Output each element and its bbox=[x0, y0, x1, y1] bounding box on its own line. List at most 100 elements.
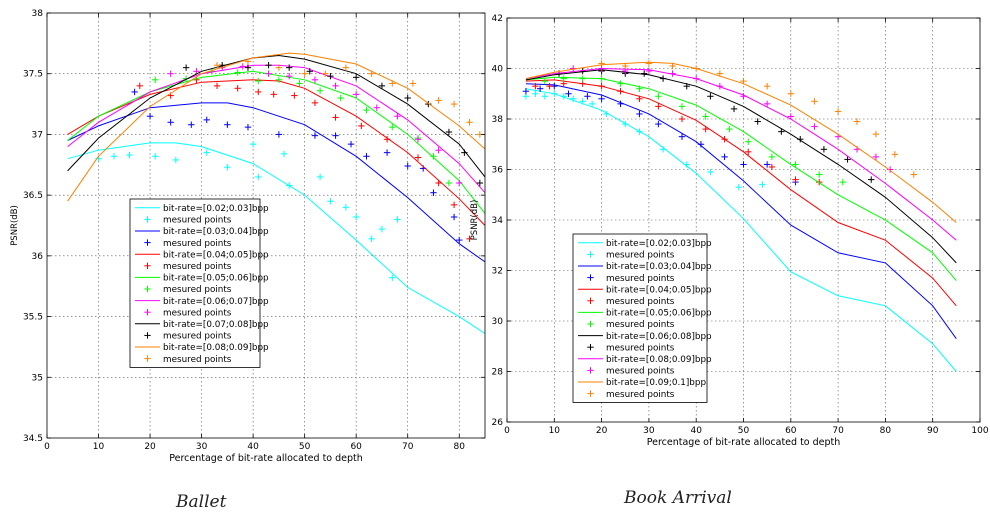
data-point-bit-rate-0-02-0-03-bpp bbox=[280, 150, 288, 158]
data-point-bit-rate-0-05-0-06-bpp bbox=[389, 123, 396, 131]
x-tick-label: 60 bbox=[785, 426, 797, 436]
data-point-bit-rate-0-09-0-1-bpp bbox=[645, 60, 653, 67]
caption-ballet: Ballet bbox=[176, 492, 227, 512]
data-point-bit-rate-0-02-0-03-bpp bbox=[342, 204, 350, 211]
data-point-bit-rate-0-08-0-09-bpp bbox=[811, 123, 818, 130]
x-tick-label: 70 bbox=[402, 442, 414, 452]
data-point-bit-rate-0-09-0-1-bpp bbox=[598, 60, 605, 67]
caption-book-arrival: Book Arrival bbox=[624, 488, 732, 508]
y-tick-label: 36 bbox=[32, 252, 44, 262]
data-point-bit-rate-0-05-0-06-bpp bbox=[579, 75, 586, 82]
data-point-bit-rate-0-02-0-03-bpp bbox=[394, 216, 401, 223]
y-tick-label: 35.5 bbox=[23, 313, 43, 323]
data-point-bit-rate-0-06-0-08-bpp bbox=[683, 82, 690, 90]
data-point-bit-rate-0-04-0-05-bpp bbox=[466, 235, 473, 243]
data-point-bit-rate-0-03-0-04-bpp bbox=[721, 153, 728, 161]
data-point-bit-rate-0-05-0-06-bpp bbox=[255, 77, 262, 85]
data-point-bit-rate-0-02-0-03-bpp bbox=[110, 153, 118, 160]
data-point-bit-rate-0-08-0-09-bpp bbox=[740, 93, 747, 100]
data-point-bit-rate-0-02-0-03-bpp bbox=[735, 183, 742, 191]
data-point-bit-rate-0-02-0-03-bpp bbox=[316, 173, 324, 181]
data-point-bit-rate-0-05-0-06-bpp bbox=[839, 178, 847, 186]
data-point-bit-rate-0-06-0-07-bpp bbox=[332, 82, 339, 90]
data-point-bit-rate-0-06-0-07-bpp bbox=[414, 136, 422, 143]
data-point-bit-rate-0-03-0-04-bpp bbox=[740, 161, 747, 168]
legend-label-measured-points: mesured points bbox=[163, 239, 232, 249]
data-point-bit-rate-0-08-0-09-bpp bbox=[466, 119, 473, 126]
data-point-bit-rate-0-03-0-04-bpp bbox=[383, 149, 391, 156]
legend-label-bit-rate-0-05-0-06-bpp: bit-rate=[0.05;0.06]bpp bbox=[606, 309, 712, 319]
data-point-bit-rate-0-02-0-03-bpp bbox=[203, 149, 210, 156]
legend-box bbox=[572, 233, 708, 403]
data-point-bit-rate-0-07-0-08-bpp bbox=[285, 64, 293, 71]
data-point-bit-rate-0-03-0-04-bpp bbox=[522, 88, 530, 95]
data-point-bit-rate-0-05-0-06-bpp bbox=[726, 125, 733, 133]
data-point-bit-rate-0-02-0-03-bpp bbox=[126, 151, 133, 159]
data-point-bit-rate-0-04-0-05-bpp bbox=[136, 82, 143, 90]
data-point-bit-rate-0-07-0-08-bpp bbox=[352, 74, 360, 81]
data-point-bit-rate-0-04-0-05-bpp bbox=[678, 115, 686, 123]
chart-book-arrival: 0 10 20 30 40 50 60 70 80 90 100 26 28 30 32 34 36 38 40 42… bbox=[470, 14, 989, 448]
data-point-bit-rate-0-02-0-03-bpp bbox=[579, 98, 586, 105]
x-tick-label: 20 bbox=[596, 426, 608, 436]
x-tick-label: 0 bbox=[504, 426, 510, 436]
data-point-bit-rate-0-06-0-07-bpp bbox=[167, 70, 174, 77]
data-point-bit-rate-0-05-0-06-bpp bbox=[445, 179, 453, 187]
data-point-bit-rate-0-06-0-07-bpp bbox=[311, 76, 319, 83]
data-point-bit-rate-0-05-0-06-bpp bbox=[792, 161, 799, 168]
legend-label-measured-points: mesured points bbox=[606, 390, 675, 400]
data-point-bit-rate-0-03-0-04-bpp bbox=[636, 110, 643, 118]
legend-label-bit-rate-0-09-0-1-bpp: bit-rate=[0.09;0.1]bpp bbox=[606, 378, 706, 388]
y-tick-label: 42 bbox=[492, 14, 503, 24]
data-point-bit-rate-0-02-0-03-bpp bbox=[255, 173, 262, 181]
data-point-bit-rate-0-09-0-1-bpp bbox=[910, 171, 917, 178]
data-layer bbox=[522, 60, 957, 372]
data-point-bit-rate-0-08-0-09-bpp bbox=[244, 58, 252, 65]
legend-label-bit-rate-0-03-0-04-bpp: bit-rate=[0.03;0.04]bpp bbox=[606, 262, 712, 272]
data-point-bit-rate-0-04-0-05-bpp bbox=[311, 99, 319, 107]
data-point-bit-rate-0-05-0-06-bpp bbox=[234, 69, 241, 76]
data-point-bit-rate-0-02-0-03-bpp bbox=[224, 164, 231, 171]
data-point-bit-rate-0-03-0-04-bpp bbox=[697, 141, 705, 148]
data-point-bit-rate-0-03-0-04-bpp bbox=[404, 162, 411, 170]
x-tick-label: 50 bbox=[299, 442, 311, 452]
y-tick-label: 40 bbox=[492, 65, 504, 75]
data-point-bit-rate-0-09-0-1-bpp bbox=[763, 82, 771, 90]
data-point-bit-rate-0-03-0-04-bpp bbox=[456, 236, 463, 244]
y-tick-label: 30 bbox=[492, 317, 504, 327]
data-point-bit-rate-0-05-0-06-bpp bbox=[768, 153, 776, 161]
data-point-bit-rate-0-06-0-08-bpp bbox=[844, 156, 851, 163]
data-point-bit-rate-0-08-0-09-bpp bbox=[450, 100, 458, 108]
data-point-bit-rate-0-02-0-03-bpp bbox=[707, 168, 714, 176]
data-point-bit-rate-0-04-0-05-bpp bbox=[598, 82, 605, 90]
data-point-bit-rate-0-02-0-03-bpp bbox=[389, 274, 396, 281]
data-point-bit-rate-0-04-0-05-bpp bbox=[636, 95, 643, 102]
legend-label-bit-rate-0-08-0-09-bpp: bit-rate=[0.08;0.09]bpp bbox=[606, 355, 712, 365]
data-point-bit-rate-0-06-0-07-bpp bbox=[435, 147, 442, 154]
data-point-bit-rate-0-06-0-08-bpp bbox=[640, 70, 648, 77]
data-point-bit-rate-0-09-0-1-bpp bbox=[853, 118, 861, 125]
data-point-bit-rate-0-07-0-08-bpp bbox=[404, 94, 411, 102]
data-point-bit-rate-0-06-0-08-bpp bbox=[778, 128, 785, 135]
data-point-bit-rate-0-06-0-07-bpp bbox=[394, 113, 401, 120]
data-point-bit-rate-0-02-0-03-bpp bbox=[622, 120, 629, 128]
series-line-bit-rate-0-07-0-08-bpp bbox=[67, 54, 485, 178]
data-point-bit-rate-0-05-0-06-bpp bbox=[598, 75, 605, 82]
data-point-bit-rate-0-07-0-08-bpp bbox=[461, 149, 468, 156]
data-point-bit-rate-0-07-0-08-bpp bbox=[244, 64, 252, 71]
data-point-bit-rate-0-04-0-05-bpp bbox=[213, 82, 221, 90]
plot-area bbox=[47, 13, 485, 438]
data-point-bit-rate-0-05-0-06-bpp bbox=[363, 106, 370, 114]
y-axis-label: PSNR(dB) bbox=[10, 205, 20, 246]
data-point-bit-rate-0-03-0-04-bpp bbox=[167, 119, 174, 126]
data-point-bit-rate-0-07-0-08-bpp bbox=[378, 82, 386, 90]
data-point-bit-rate-0-03-0-04-bpp bbox=[536, 85, 544, 92]
x-tick-label: 30 bbox=[196, 442, 208, 452]
x-tick-label: 100 bbox=[971, 426, 988, 436]
data-point-bit-rate-0-05-0-06-bpp bbox=[296, 80, 303, 87]
data-point-bit-rate-0-03-0-04-bpp bbox=[655, 120, 662, 128]
data-point-bit-rate-0-04-0-05-bpp bbox=[332, 114, 339, 121]
data-point-bit-rate-0-08-0-09-bpp bbox=[787, 113, 794, 120]
data-point-bit-rate-0-05-0-06-bpp bbox=[541, 77, 549, 85]
